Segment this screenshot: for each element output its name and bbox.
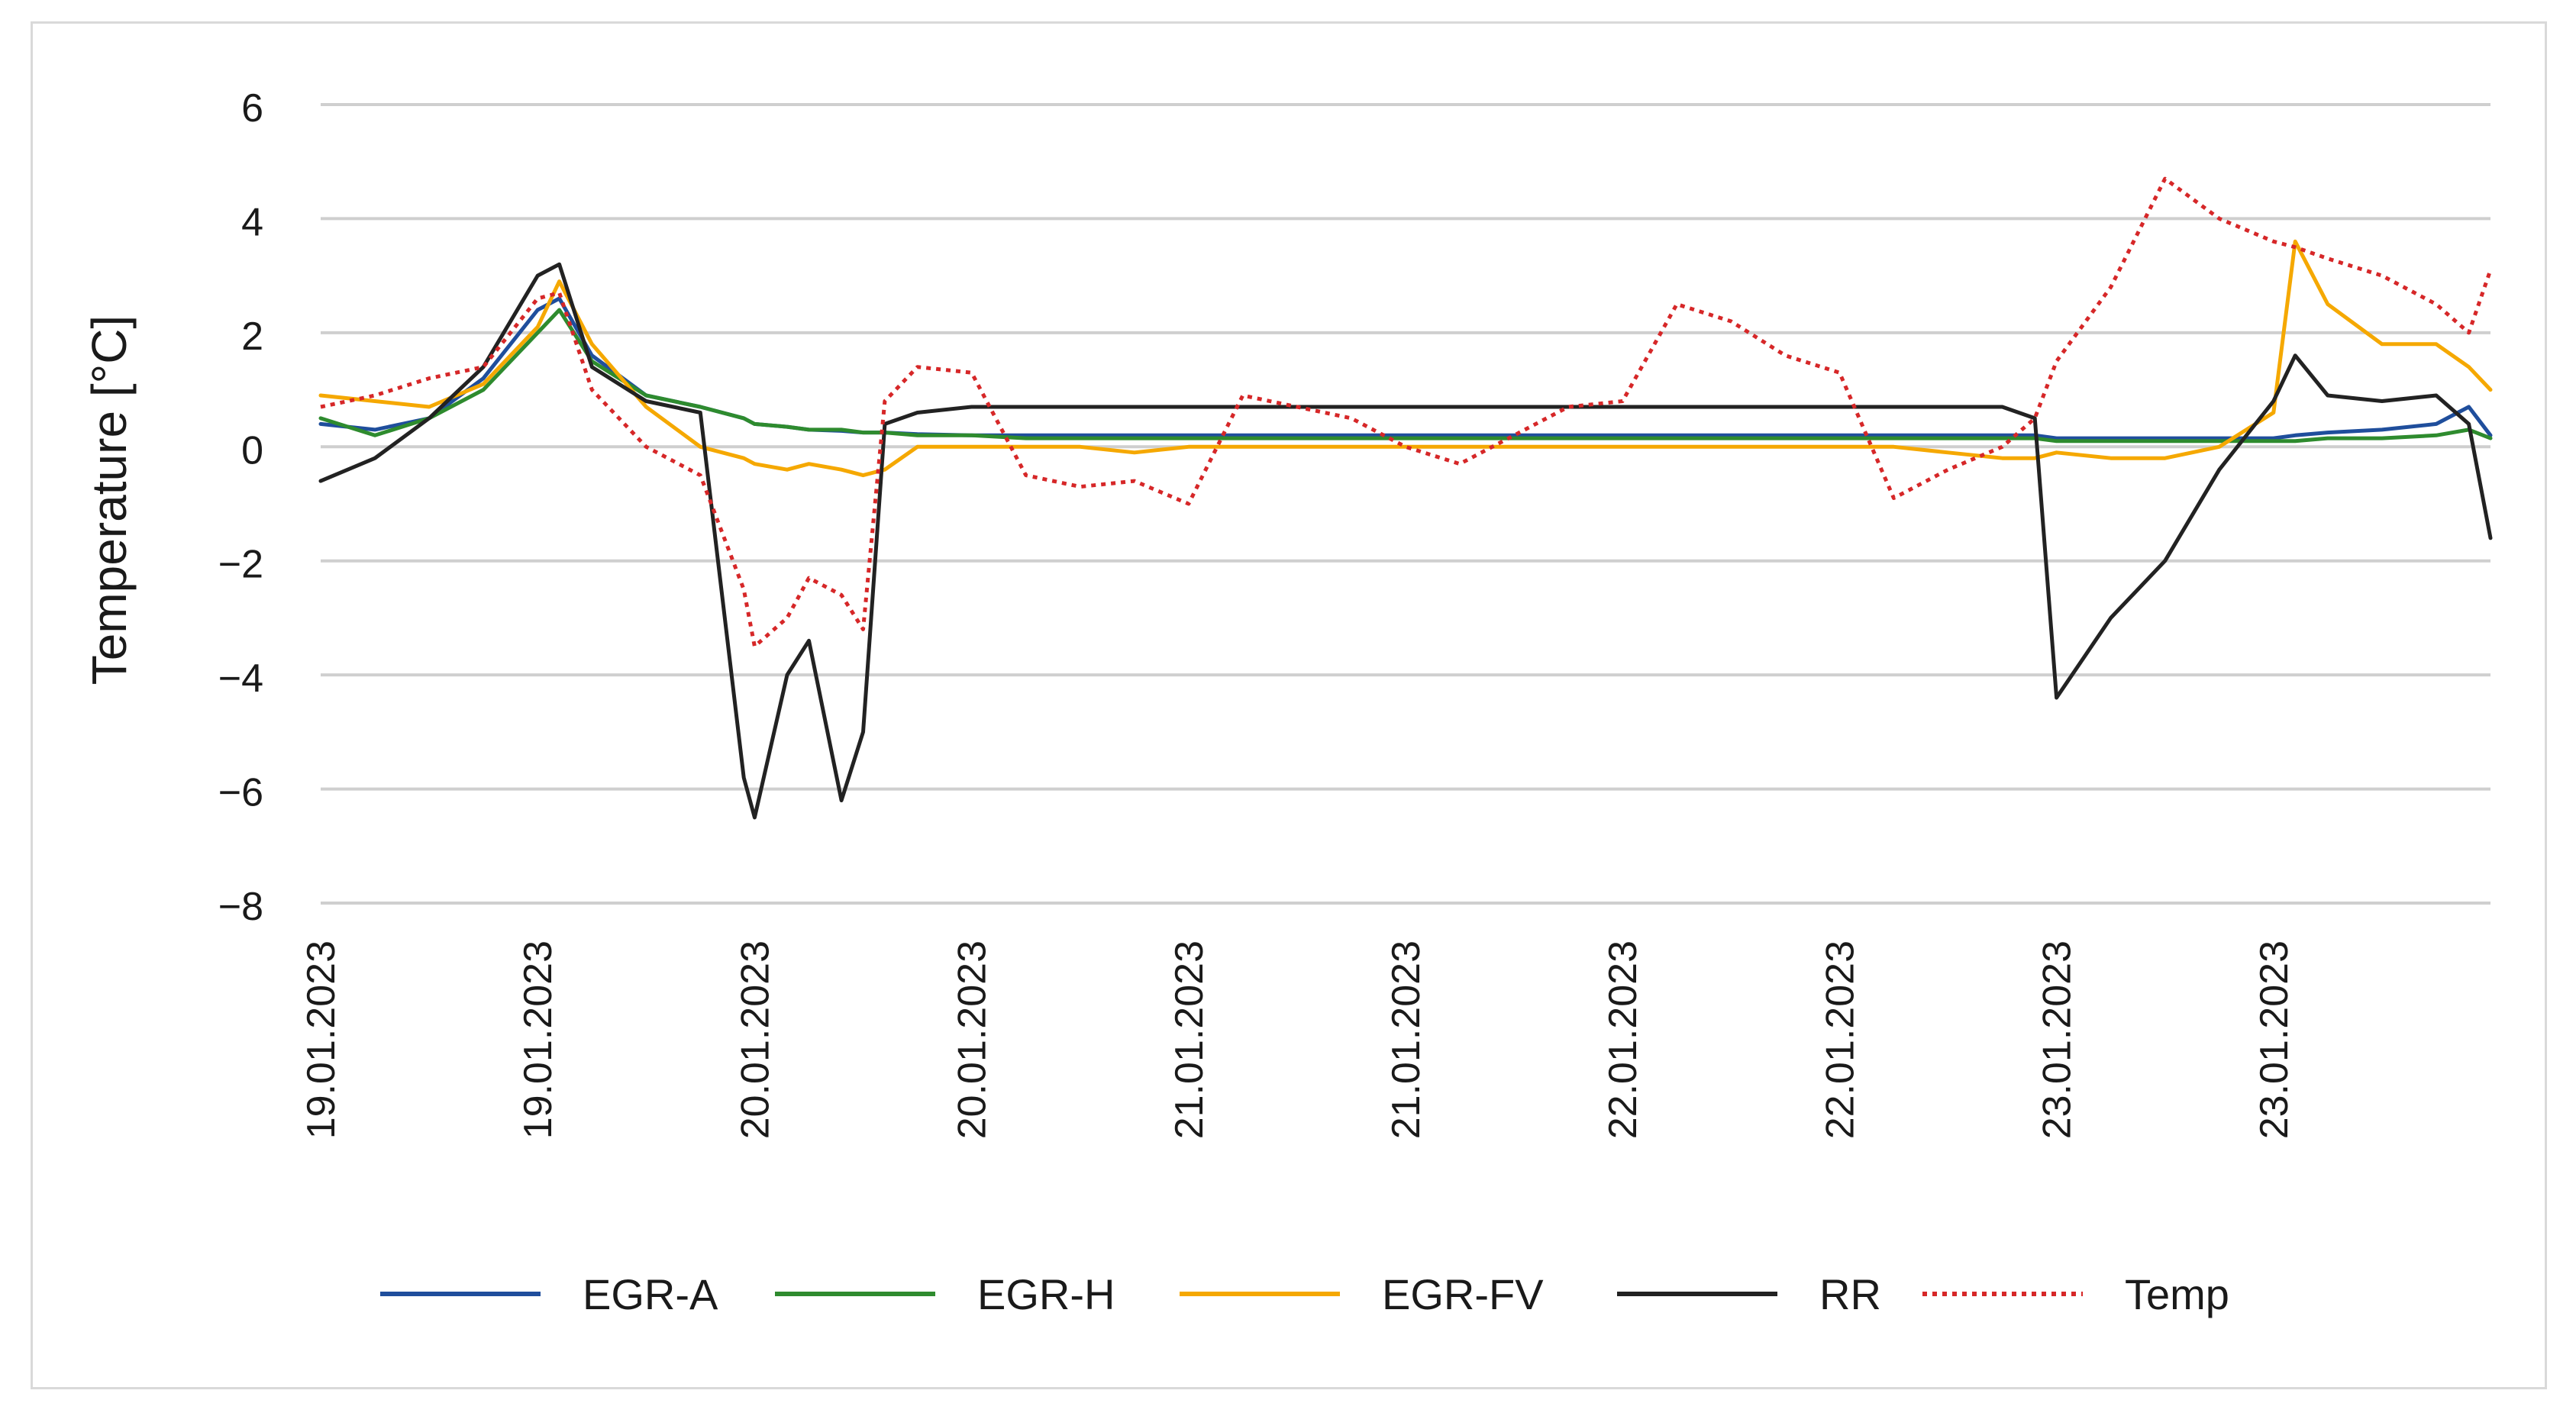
y-tick-label: 4 xyxy=(241,200,263,244)
legend-label: EGR-H xyxy=(977,1270,1115,1318)
legend: EGR-A EGR-H EGR-FV RR Temp xyxy=(380,1270,2229,1318)
y-tick-label: −8 xyxy=(218,885,263,929)
y-tick-label: −4 xyxy=(218,656,263,701)
x-tick-label: 21.01.2023 xyxy=(1167,940,1212,1139)
x-tick-label: 20.01.2023 xyxy=(733,940,777,1139)
legend-label: EGR-FV xyxy=(1382,1270,1544,1318)
x-tick-label: 23.01.2023 xyxy=(2252,940,2297,1139)
legend-label: Temp xyxy=(2125,1270,2229,1318)
series-line-temp xyxy=(320,176,2493,649)
legend-label: RR xyxy=(1819,1270,1881,1318)
series-lines xyxy=(318,176,2493,820)
legend-label: EGR-A xyxy=(583,1270,718,1318)
x-tick-label: 20.01.2023 xyxy=(951,940,995,1139)
y-tick-label: −6 xyxy=(218,771,263,815)
series-line-egr-a xyxy=(318,296,2493,440)
series-line-rr xyxy=(318,262,2493,820)
x-tick-label: 22.01.2023 xyxy=(1818,940,1862,1139)
y-tick-label: 0 xyxy=(241,428,263,473)
y-tick-label: 6 xyxy=(241,86,263,131)
x-tick-labels: 19.01.2023 19.01.2023 20.01.2023 20.01.2023… xyxy=(299,940,2297,1139)
y-tick-label: −2 xyxy=(218,543,263,587)
series-line-egr-fv xyxy=(318,239,2493,478)
y-tick-labels: 6 4 2 0 −2 −4 −6 −8 xyxy=(218,86,263,929)
x-tick-label: 19.01.2023 xyxy=(516,940,560,1139)
x-tick-label: 19.01.2023 xyxy=(299,940,344,1139)
y-tick-label: 2 xyxy=(241,315,263,359)
series-line-egr-h xyxy=(318,308,2493,444)
y-axis-label: Temperature [°C] xyxy=(82,315,137,685)
x-tick-label: 21.01.2023 xyxy=(1384,940,1428,1139)
gridlines xyxy=(321,103,2490,905)
x-tick-label: 23.01.2023 xyxy=(2035,940,2080,1139)
x-tick-label: 22.01.2023 xyxy=(1601,940,1645,1139)
